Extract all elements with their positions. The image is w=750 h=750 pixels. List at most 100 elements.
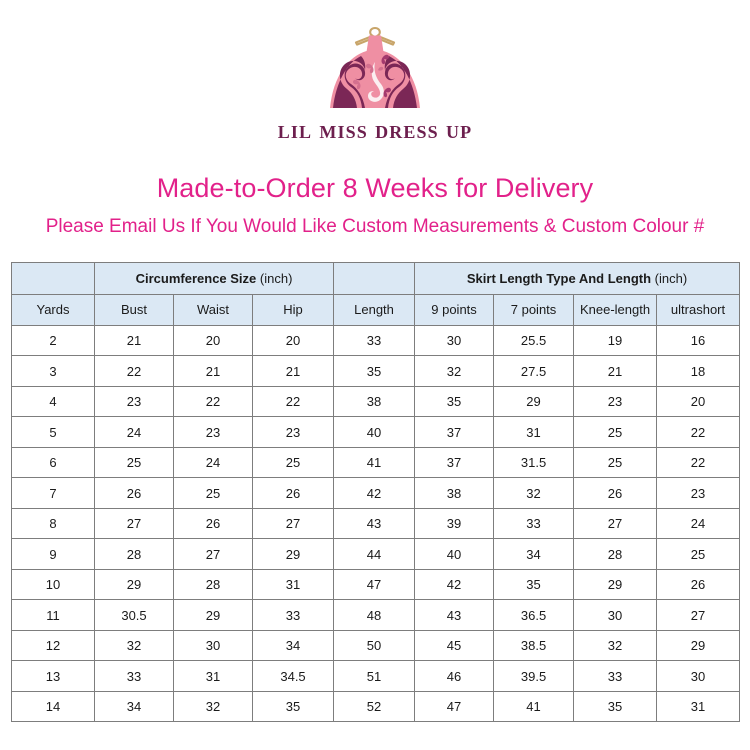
table-cell: 23 [251, 416, 335, 448]
table-cell: 27 [94, 507, 174, 540]
table-cell: 35 [251, 690, 335, 723]
table-cell: 30 [414, 324, 495, 357]
table-cell: 14 [11, 690, 95, 723]
table-cell: 41 [333, 446, 416, 479]
group-header-skirt-length-label: Skirt Length Type And Length [466, 270, 652, 286]
table-cell: 21 [94, 324, 174, 357]
table-cell: 44 [333, 538, 416, 570]
table-cell: 32 [493, 477, 575, 509]
table-cell: 29 [573, 568, 658, 601]
table-cell: 21 [251, 355, 335, 387]
table-cell: 24 [173, 446, 253, 479]
table-cell: 18 [656, 355, 741, 387]
table-cell: 35 [493, 568, 575, 601]
table-cell: 2 [11, 324, 95, 357]
table-cell: 26 [573, 477, 658, 509]
table-cell: 26 [94, 477, 174, 509]
table-cell: 27 [251, 507, 335, 540]
table-cell: 31 [656, 690, 741, 723]
size-chart-table: Circumference Size (inch) Skirt Length T… [11, 261, 741, 723]
column-header-row: Yards Bust Waist Hip Length 9 points 7 p… [11, 293, 741, 326]
table-cell: 31 [493, 416, 575, 448]
table-cell: 4 [11, 385, 95, 418]
group-header-blank-length [333, 261, 416, 295]
table-cell: 47 [414, 690, 495, 723]
table-row: 7 26 25 26 42 38 32 26 23 [11, 477, 741, 509]
page-subheadline: Please Email Us If You Would Like Custom… [45, 216, 705, 238]
table-cell: 35 [573, 690, 658, 723]
table-cell: 16 [656, 324, 741, 357]
table-cell: 30 [573, 599, 658, 631]
table-row: 4 23 22 22 38 35 29 23 20 [11, 385, 741, 418]
table-cell: 22 [656, 446, 741, 479]
group-header-skirt-length-unit: (inch) [654, 270, 688, 286]
table-cell: 33 [493, 507, 575, 540]
table-cell: 35 [414, 385, 495, 418]
table-cell: 26 [173, 507, 253, 540]
table-cell: 5 [11, 416, 95, 448]
table-cell: 34 [493, 538, 575, 570]
table-cell: 25 [251, 446, 335, 479]
group-header-circumference-unit: (inch) [259, 270, 293, 286]
table-cell: 25 [94, 446, 174, 479]
table-cell: 6 [11, 446, 95, 479]
table-cell: 31.5 [493, 446, 575, 479]
table-cell: 33 [333, 324, 416, 357]
table-cell: 40 [414, 538, 495, 570]
group-header-circumference: Circumference Size (inch) [93, 261, 335, 295]
table-cell: 29 [493, 385, 575, 418]
table-cell: 48 [333, 599, 416, 631]
table-cell: 23 [173, 416, 253, 448]
dress-logo-icon [323, 22, 427, 114]
brand-logo-block: Lil Miss Dress Up [0, 0, 750, 143]
table-cell: 33 [94, 660, 174, 692]
table-cell: 12 [11, 629, 95, 662]
column-header-bust: Bust [94, 293, 174, 326]
table-row: 5 24 23 23 40 37 31 25 22 [11, 416, 741, 448]
table-cell: 34 [251, 629, 335, 662]
column-header-ultrashort: ultrashort [656, 293, 741, 326]
table-cell: 8 [11, 507, 95, 540]
table-cell: 32 [573, 629, 658, 662]
table-cell: 33 [573, 660, 658, 692]
table-cell: 22 [173, 385, 253, 418]
column-header-waist: Waist [173, 293, 253, 326]
table-body: 2 21 20 20 33 30 25.5 19 16 3 22 21 21 35 32 27.5 21 18 4 2… [11, 324, 741, 723]
table-cell: 23 [573, 385, 658, 418]
table-cell: 28 [573, 538, 658, 570]
column-header-length: Length [333, 293, 416, 326]
table-cell: 21 [173, 355, 253, 387]
table-cell: 47 [333, 568, 416, 601]
table-row: 10 29 28 31 47 42 35 29 26 [11, 568, 741, 601]
table-cell: 38 [333, 385, 416, 418]
table-cell: 26 [656, 568, 741, 601]
table-cell: 3 [11, 355, 95, 387]
table-cell: 32 [173, 690, 253, 723]
table-head: Circumference Size (inch) Skirt Length T… [11, 261, 741, 326]
column-header-knee-length: Knee-length [573, 293, 658, 326]
table-row: 3 22 21 21 35 32 27.5 21 18 [11, 355, 741, 387]
table-cell: 29 [173, 599, 253, 631]
table-cell: 42 [333, 477, 416, 509]
table-cell: 25.5 [493, 324, 575, 357]
table-cell: 30.5 [94, 599, 174, 631]
table-cell: 25 [573, 416, 658, 448]
table-cell: 24 [94, 416, 174, 448]
column-header-yards: Yards [11, 293, 95, 326]
table-cell: 34.5 [251, 660, 335, 692]
table-cell: 43 [333, 507, 416, 540]
column-header-9-points: 9 points [414, 293, 495, 326]
table-cell: 34 [94, 690, 174, 723]
table-cell: 27.5 [493, 355, 575, 387]
brand-wordmark: Lil Miss Dress Up [277, 117, 473, 144]
table-cell: 21 [573, 355, 658, 387]
table-cell: 29 [251, 538, 335, 570]
table-cell: 43 [414, 599, 495, 631]
table-cell: 50 [333, 629, 416, 662]
table-cell: 39.5 [493, 660, 575, 692]
table-cell: 27 [656, 599, 741, 631]
table-cell: 42 [414, 568, 495, 601]
table-cell: 52 [333, 690, 416, 723]
table-row: 14 34 32 35 52 47 41 35 31 [11, 690, 741, 723]
table-cell: 29 [94, 568, 174, 601]
